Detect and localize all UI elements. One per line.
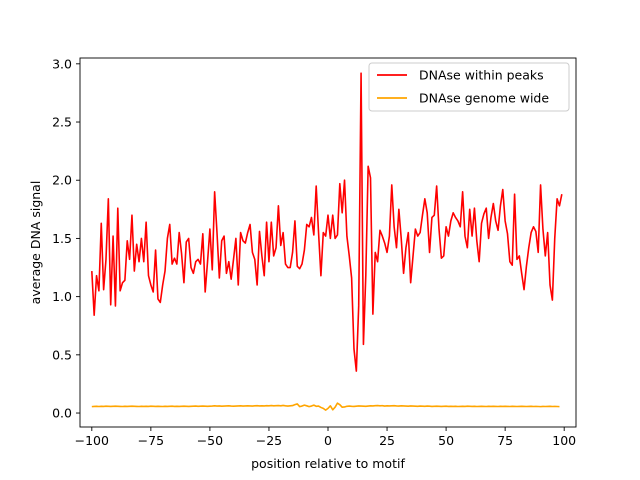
y-tick-label: 3.0 [52,56,72,71]
x-axis-label: position relative to motif [251,456,405,471]
x-tick-label: −100 [75,433,109,448]
y-tick-label: 1.0 [52,289,72,304]
y-tick-label: 1.5 [52,231,72,246]
x-tick-label: 75 [497,433,513,448]
series-layer [91,72,563,411]
y-tick-label: 2.0 [52,173,72,188]
x-tick-label: 0 [324,433,332,448]
x-tick-label: −25 [256,433,282,448]
legend-label-dnase-within-peaks: DNAse within peaks [419,68,544,83]
series-line-dnase-genome-wide [91,402,560,411]
legend-label-dnase-genome-wide: DNAse genome wide [419,91,549,106]
y-tick-label: 0.0 [52,406,72,421]
plot-frame [79,57,577,428]
x-tick-label: 100 [552,433,576,448]
legend-box [368,62,570,112]
x-tick-label: −75 [138,433,164,448]
series-line-dnase-within-peaks [91,72,563,372]
x-tick-label: 25 [379,433,395,448]
legend: DNAse within peaks DNAse genome wide [368,62,570,112]
x-tick-label: −50 [197,433,223,448]
y-tick-label: 0.5 [52,347,72,362]
plot-background [80,58,576,427]
y-axis-label: average DNA signal [28,181,43,305]
x-tick-label: 50 [438,433,454,448]
ticks-layer: −100 −75 −50 −25 0 25 50 75 100 0.0 0.5 1.0 1.5 2.0 2.… [52,56,576,448]
y-tick-label: 2.5 [52,115,72,130]
